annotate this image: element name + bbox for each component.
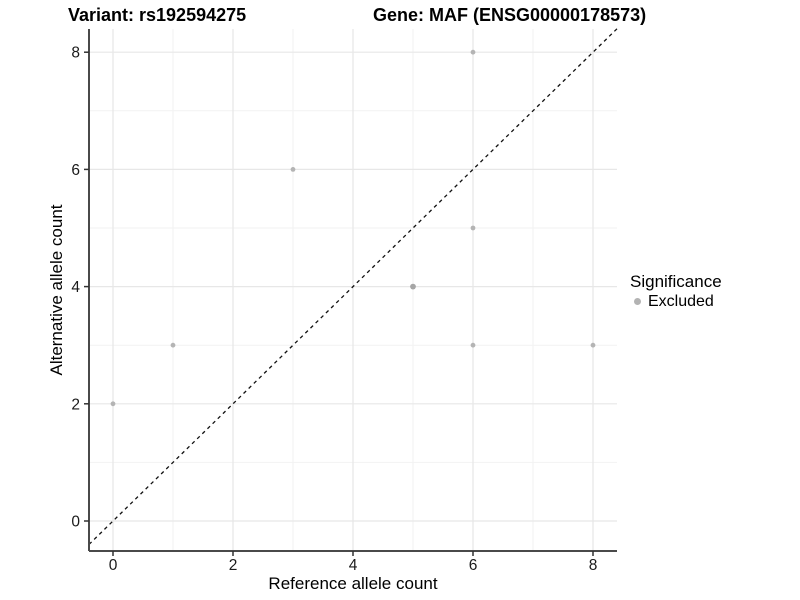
data-point — [470, 225, 476, 231]
x-tick-label: 6 — [469, 557, 478, 574]
data-point — [110, 401, 116, 407]
y-tick-label: 4 — [71, 279, 80, 296]
data-point — [470, 342, 476, 348]
legend-title: Significance — [630, 272, 722, 291]
y-tick-label: 8 — [71, 45, 80, 62]
x-tick-label: 4 — [349, 557, 358, 574]
x-axis-label: Reference allele count — [268, 574, 438, 593]
y-tick-label: 6 — [71, 162, 80, 179]
y-tick-label: 2 — [71, 396, 80, 413]
legend-item-label: Excluded — [648, 293, 714, 310]
identity-dashed-line — [88, 28, 618, 545]
data-point — [410, 283, 416, 290]
gene-title: Gene: MAF (ENSG00000178573) — [373, 5, 647, 25]
y-axis-label: Alternative allele count — [47, 204, 66, 376]
legend: Significance Excluded — [630, 271, 722, 311]
x-tick-label: 2 — [229, 557, 238, 574]
excluded-point-icon — [634, 298, 641, 305]
data-point — [590, 342, 596, 348]
x-tick-label: 0 — [109, 557, 118, 574]
data-point — [470, 49, 476, 55]
data-point — [170, 342, 176, 348]
data-point — [290, 167, 296, 172]
x-tick-label: 8 — [589, 557, 598, 574]
variant-title: Variant: rs192594275 — [68, 5, 247, 25]
legend-item-excluded: Excluded — [630, 292, 722, 311]
y-tick-label: 0 — [71, 514, 80, 531]
